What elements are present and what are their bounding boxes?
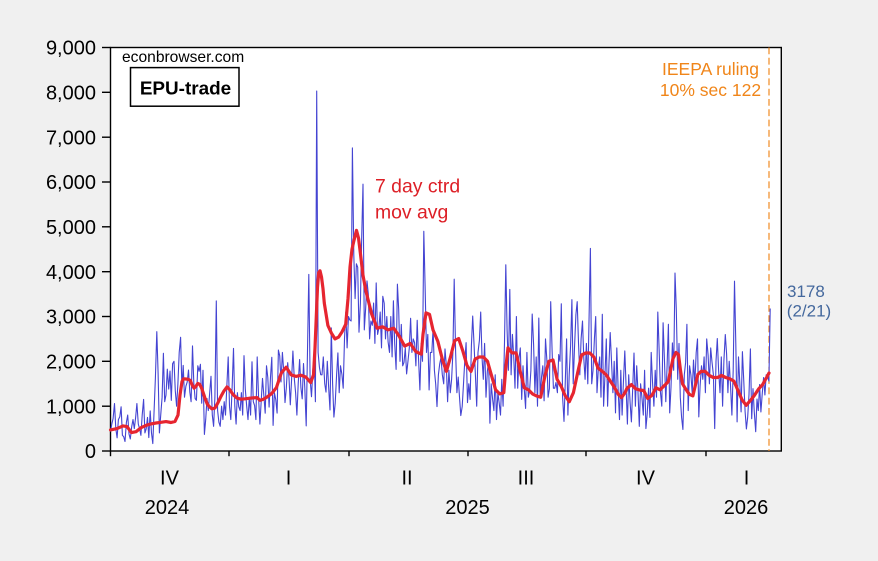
svg-text:5,000: 5,000 — [46, 217, 96, 239]
svg-text:3,000: 3,000 — [46, 307, 96, 329]
svg-text:IV: IV — [636, 468, 656, 490]
svg-text:9,000: 9,000 — [46, 38, 96, 60]
svg-text:3178: 3178 — [787, 282, 825, 301]
svg-text:2025: 2025 — [445, 497, 490, 519]
svg-text:econbrowser.com: econbrowser.com — [122, 49, 244, 66]
svg-text:7,000: 7,000 — [46, 127, 96, 149]
svg-text:7 day ctrd: 7 day ctrd — [375, 176, 460, 198]
svg-text:I: I — [744, 468, 750, 490]
svg-text:II: II — [401, 468, 412, 490]
svg-text:4,000: 4,000 — [46, 262, 96, 284]
svg-text:2,000: 2,000 — [46, 352, 96, 374]
svg-text:0: 0 — [85, 441, 96, 463]
svg-text:2026: 2026 — [724, 497, 769, 519]
svg-text:IV: IV — [160, 468, 180, 490]
svg-text:IEEPA ruling: IEEPA ruling — [662, 59, 759, 79]
svg-text:10% sec 122: 10% sec 122 — [660, 80, 761, 100]
svg-text:(2/21): (2/21) — [787, 302, 831, 321]
svg-text:2024: 2024 — [145, 497, 190, 519]
svg-text:mov avg: mov avg — [375, 202, 448, 224]
svg-text:1,000: 1,000 — [46, 396, 96, 418]
svg-text:6,000: 6,000 — [46, 172, 96, 194]
svg-text:EPU-trade: EPU-trade — [140, 79, 231, 100]
svg-text:I: I — [286, 468, 292, 490]
svg-text:III: III — [518, 468, 535, 490]
svg-text:8,000: 8,000 — [46, 83, 96, 105]
